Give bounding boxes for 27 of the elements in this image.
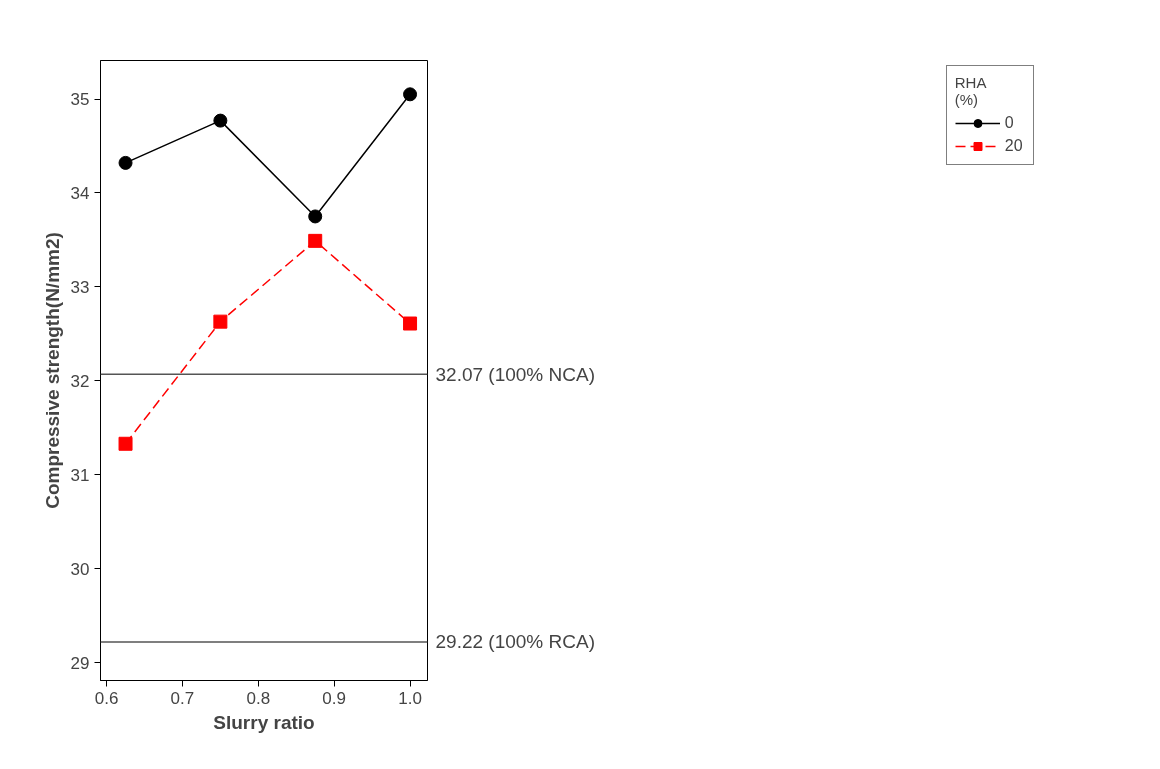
y-tick-label: 34	[70, 183, 90, 203]
y-tick-label: 32	[70, 371, 90, 391]
y-tick-label: 31	[70, 465, 90, 485]
y-tick-label: 35	[70, 90, 90, 110]
x-tick-label: 0.8	[246, 688, 271, 708]
point	[308, 233, 323, 248]
point	[213, 113, 228, 128]
x-tick-label: 1.0	[398, 688, 422, 708]
point	[403, 87, 418, 102]
y-tick-label: 30	[70, 559, 90, 579]
legend-title: RHA (%)	[954, 74, 988, 108]
x-axis-title: Slurry ratio	[213, 711, 315, 733]
x-tick-label: 0.7	[170, 688, 195, 708]
ref-line-label: 29.22 (100% RCA)	[435, 631, 595, 653]
y-tick-label: 33	[70, 277, 90, 297]
ref-line-label: 32.07 (100% NCA)	[435, 363, 595, 385]
point	[308, 209, 323, 224]
point	[403, 316, 418, 331]
point	[118, 155, 133, 170]
y-axis-title: Compressive strength(N/mm2)	[41, 232, 63, 509]
y-tick-label: 29	[70, 653, 90, 673]
point	[213, 314, 228, 329]
x-tick-label: 0.9	[322, 688, 346, 708]
legend-label: 0	[1004, 114, 1015, 132]
legend-label: 20	[1004, 137, 1024, 155]
point	[118, 436, 133, 451]
x-tick-label: 0.6	[94, 688, 119, 708]
